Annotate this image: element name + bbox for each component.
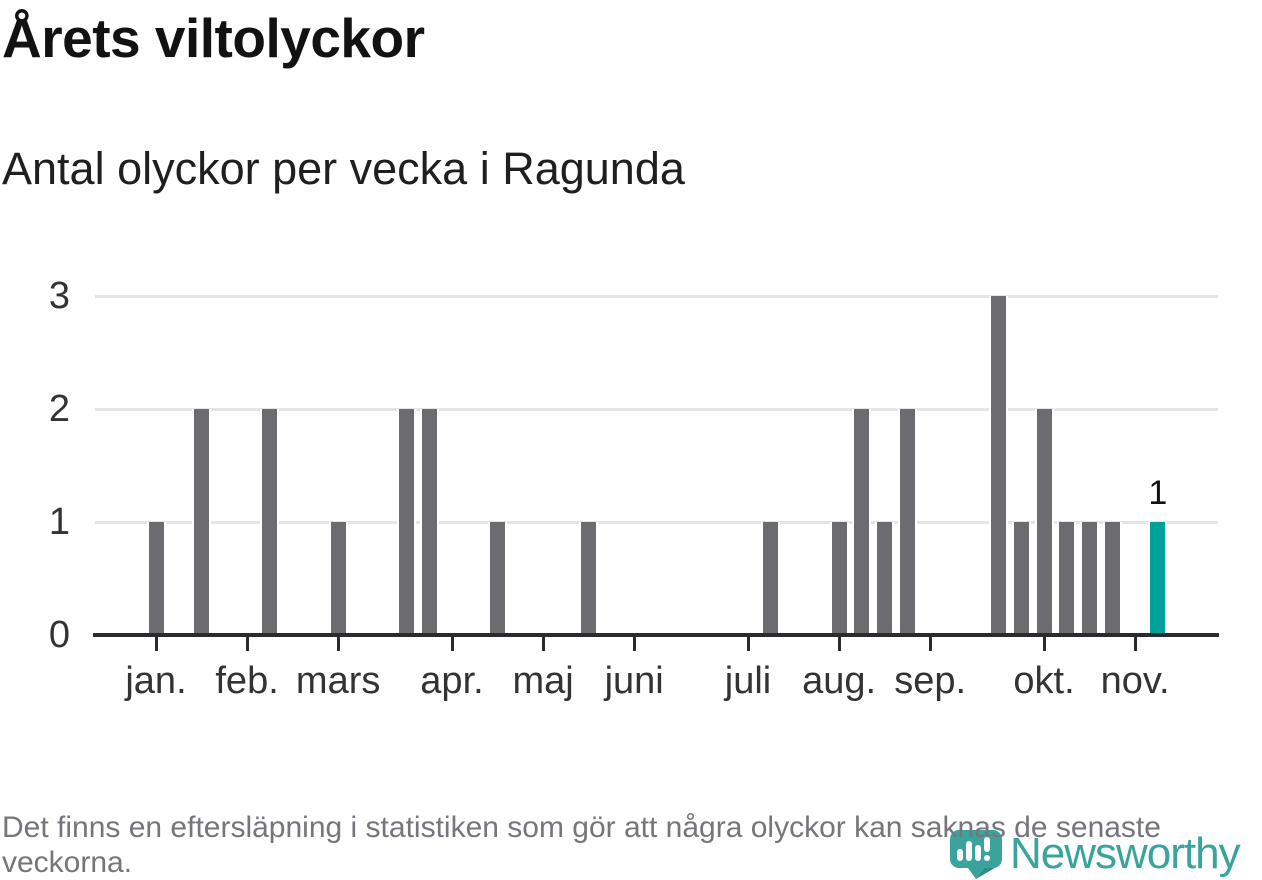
newsworthy-wordmark: Newsworthy: [1010, 829, 1241, 878]
x-axis-month-label: juni: [604, 660, 664, 702]
bar-week-42: [1082, 522, 1098, 635]
x-axis-tick-juli: [746, 637, 750, 651]
chart-subtitle: Antal olyckor per vecka i Ragunda: [2, 143, 685, 194]
x-axis-month-label: maj: [512, 660, 574, 702]
bar-week-12: [398, 409, 414, 635]
bar-week-39: [1013, 522, 1029, 635]
x-axis-tick-feb: [245, 637, 249, 651]
x-axis-month-label: mars: [295, 660, 381, 702]
x-axis-month-label: juli: [724, 660, 772, 702]
y-axis-tick-label: 3: [48, 275, 70, 317]
bar-week-9: [330, 522, 346, 635]
y-axis-tick-label: 1: [48, 501, 70, 543]
page-title: Årets viltolyckor: [2, 7, 425, 69]
x-axis-tick-jan: [154, 637, 158, 651]
bar-week-34: [899, 409, 915, 635]
x-axis-line: [93, 633, 1219, 637]
x-axis-tick-okt: [1042, 637, 1046, 651]
x-axis-tick-nov: [1133, 637, 1137, 651]
footer-note: Det finns en eftersläpning i statistiken…: [2, 811, 1161, 879]
x-axis-month-label: okt.: [1013, 660, 1075, 702]
bar-week-16: [490, 522, 506, 635]
bar-value-label: 1: [1148, 474, 1168, 512]
bar-week-20: [581, 522, 597, 635]
y-axis-tick-label: 0: [48, 614, 70, 656]
x-axis-month-label: sep.: [894, 660, 967, 702]
bar-week-33: [877, 522, 893, 635]
x-axis-tick-sep: [928, 637, 932, 651]
bar-week-41: [1059, 522, 1075, 635]
bar-week-3: [194, 409, 210, 635]
x-axis-month-label: jan.: [125, 660, 187, 702]
x-axis-month-label: nov.: [1100, 660, 1170, 702]
bar-week-6: [262, 409, 278, 635]
bar-week-32: [854, 409, 870, 635]
x-axis-tick-juni: [632, 637, 636, 651]
x-axis-month-label: apr.: [420, 660, 484, 702]
bar-week-38: [990, 296, 1006, 635]
gridline-y-2: [95, 408, 1218, 411]
x-axis-tick-aug: [837, 637, 841, 651]
x-axis-month-label: aug.: [802, 660, 877, 702]
newsworthy-pin-icon: [950, 830, 1002, 879]
bar-week-13: [421, 409, 437, 635]
bar-week-28: [763, 522, 779, 635]
x-axis-month-label: feb.: [215, 660, 279, 702]
x-axis-tick-maj: [541, 637, 545, 651]
bar-week-43: [1104, 522, 1120, 635]
bar-week-40: [1036, 409, 1052, 635]
bar-week-1: [148, 522, 164, 635]
y-axis-tick-label: 2: [48, 388, 70, 430]
gridline-y-3: [95, 295, 1218, 298]
newsworthy-logo: Newsworthy: [950, 828, 1262, 879]
x-axis-tick-apr: [450, 637, 454, 651]
bar-week-31: [831, 522, 847, 635]
gridline-y-1: [95, 521, 1218, 524]
x-axis-tick-mars: [336, 637, 340, 651]
bar-week-45-highlight: [1150, 522, 1166, 635]
